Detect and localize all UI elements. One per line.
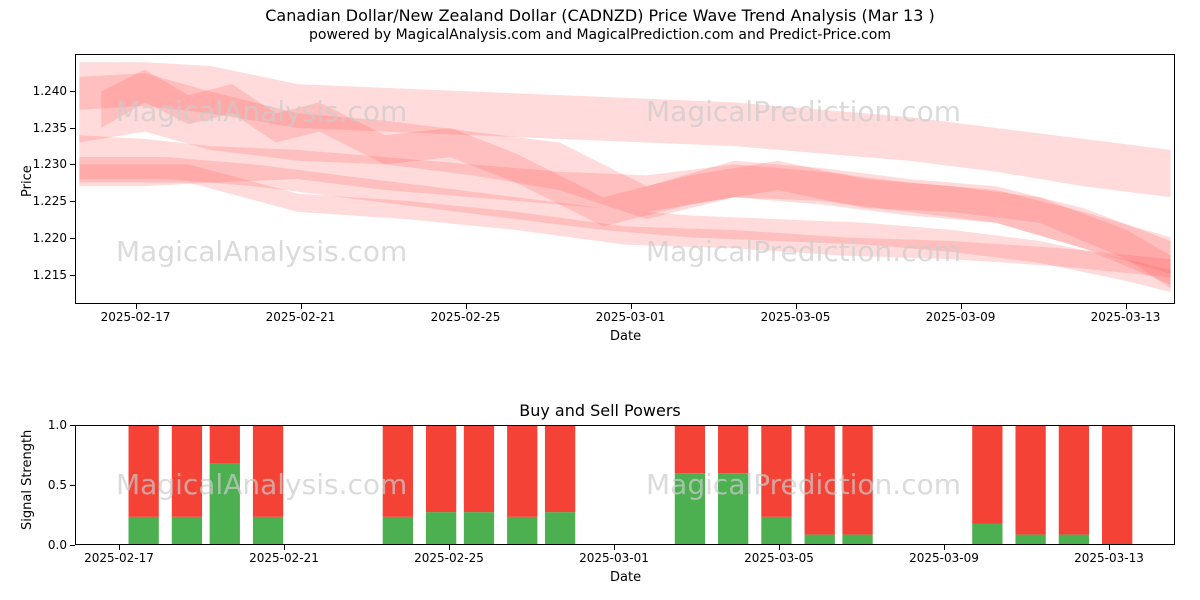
y-tick-label: 1.225 (19, 194, 67, 208)
buy-bar (842, 535, 872, 544)
sell-bar (426, 426, 456, 512)
y-axis-label: Signal Strength (20, 430, 35, 530)
y-tick-label: 1.240 (19, 84, 67, 98)
sell-bar (972, 426, 1002, 524)
buy-bar (464, 512, 494, 544)
sell-bar (805, 426, 835, 535)
buy-bar (805, 535, 835, 544)
buy-bar (507, 517, 537, 544)
subplot-title: Buy and Sell Powers (0, 401, 1200, 420)
buy-bar (972, 524, 1002, 544)
x-axis-label: Date (610, 570, 641, 585)
buy-bar (172, 517, 202, 544)
chart-title: Canadian Dollar/New Zealand Dollar (CADN… (0, 6, 1200, 25)
title-block: Canadian Dollar/New Zealand Dollar (CADN… (0, 6, 1200, 43)
buy-bar (129, 517, 159, 544)
sell-bar (675, 426, 705, 473)
x-tick-label: 2025-03-05 (744, 551, 814, 565)
sell-bar (507, 426, 537, 517)
x-tick-label: 2025-03-09 (909, 551, 979, 565)
sell-bar (172, 426, 202, 517)
sell-bar (129, 426, 159, 517)
y-tick-label: 0.5 (37, 478, 67, 492)
sell-bar (1059, 426, 1089, 535)
x-tick-label: 2025-02-25 (431, 310, 501, 324)
x-tick-label: 2025-03-13 (1074, 551, 1144, 565)
sell-bar (253, 426, 283, 517)
sell-bar (545, 426, 575, 512)
chart-subtitle: powered by MagicalAnalysis.com and Magic… (0, 27, 1200, 43)
y-tick-label: 1.215 (19, 268, 67, 282)
sell-bar (383, 426, 413, 517)
sell-bar (464, 426, 494, 512)
buy-bar (718, 473, 748, 544)
chart-root: Canadian Dollar/New Zealand Dollar (CADN… (0, 0, 1200, 600)
y-tick-label: 1.220 (19, 231, 67, 245)
buy-sell-svg (76, 426, 1174, 544)
y-tick-label: 1.0 (37, 418, 67, 432)
buy-bar (761, 517, 791, 544)
buy-bar (675, 473, 705, 544)
buy-bar (545, 512, 575, 544)
sell-bar (761, 426, 791, 517)
x-tick-label: 2025-02-21 (249, 551, 319, 565)
x-tick-label: 2025-03-01 (579, 551, 649, 565)
buy-bar (1059, 535, 1089, 544)
x-axis-label: Date (610, 329, 641, 344)
buy-bar (383, 517, 413, 544)
sell-bar (210, 426, 240, 464)
sell-bar (1102, 426, 1132, 544)
sell-bar (842, 426, 872, 535)
buy-bar (426, 512, 456, 544)
x-tick-label: 2025-03-01 (596, 310, 666, 324)
x-tick-label: 2025-03-13 (1091, 310, 1161, 324)
y-tick-label: 1.230 (19, 157, 67, 171)
x-tick-label: 2025-02-25 (414, 551, 484, 565)
buy-bar (253, 517, 283, 544)
buy-sell-panel: MagicalAnalysis.com MagicalPrediction.co… (75, 425, 1175, 545)
x-tick-label: 2025-02-17 (101, 310, 171, 324)
x-tick-label: 2025-02-21 (266, 310, 336, 324)
buy-bar (1015, 535, 1045, 544)
y-tick-label: 0.0 (37, 538, 67, 552)
price-wave-panel: MagicalAnalysis.com MagicalPrediction.co… (75, 54, 1175, 304)
x-tick-label: 2025-02-17 (84, 551, 154, 565)
buy-bar (210, 464, 240, 544)
price-wave-svg (76, 55, 1174, 303)
x-tick-label: 2025-03-09 (926, 310, 996, 324)
x-tick-label: 2025-03-05 (761, 310, 831, 324)
sell-bar (1015, 426, 1045, 535)
sell-bar (718, 426, 748, 473)
y-tick-label: 1.235 (19, 121, 67, 135)
